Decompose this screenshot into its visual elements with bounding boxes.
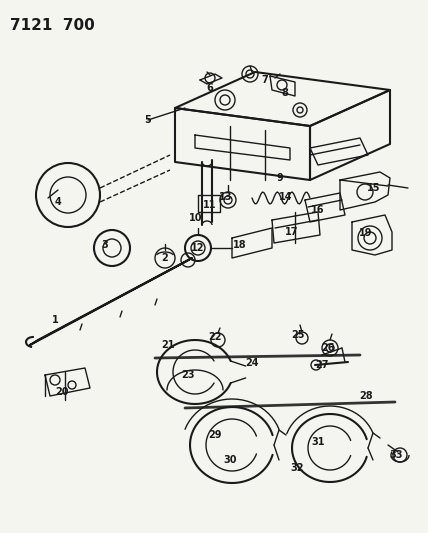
Text: 27: 27	[315, 360, 329, 370]
Text: 14: 14	[279, 192, 293, 202]
Text: 7: 7	[262, 75, 268, 85]
Text: 12: 12	[191, 243, 205, 253]
Text: 20: 20	[55, 387, 69, 397]
Polygon shape	[45, 368, 90, 396]
Text: 23: 23	[181, 370, 195, 380]
Text: 11: 11	[203, 200, 217, 210]
Text: 30: 30	[223, 455, 237, 465]
Polygon shape	[340, 172, 390, 210]
Text: 31: 31	[311, 437, 325, 447]
Polygon shape	[272, 212, 320, 243]
Text: 16: 16	[311, 205, 325, 215]
Text: 2: 2	[162, 253, 168, 263]
Text: 3: 3	[101, 240, 108, 250]
Polygon shape	[30, 258, 192, 345]
Text: 4: 4	[55, 197, 61, 207]
Text: 26: 26	[321, 343, 335, 353]
Polygon shape	[305, 193, 345, 222]
Polygon shape	[232, 228, 272, 258]
Text: 17: 17	[285, 227, 299, 237]
Text: 10: 10	[189, 213, 203, 223]
Polygon shape	[175, 72, 390, 126]
Text: 33: 33	[389, 450, 403, 460]
Polygon shape	[175, 108, 310, 180]
Polygon shape	[310, 138, 368, 165]
Text: 22: 22	[208, 332, 222, 342]
Text: 24: 24	[245, 358, 259, 368]
Text: 8: 8	[282, 88, 288, 98]
Polygon shape	[195, 135, 290, 160]
Text: 19: 19	[359, 228, 373, 238]
Text: 7121  700: 7121 700	[10, 18, 95, 33]
Text: 28: 28	[359, 391, 373, 401]
Text: 32: 32	[290, 463, 304, 473]
Text: 1: 1	[52, 315, 58, 325]
Text: 29: 29	[208, 430, 222, 440]
Text: 18: 18	[233, 240, 247, 250]
Text: 25: 25	[291, 330, 305, 340]
Text: 15: 15	[367, 183, 381, 193]
Polygon shape	[310, 90, 390, 180]
Text: 6: 6	[207, 83, 214, 93]
Text: 5: 5	[145, 115, 152, 125]
Text: 13: 13	[219, 192, 233, 202]
Text: 21: 21	[161, 340, 175, 350]
Polygon shape	[352, 215, 392, 255]
Text: 9: 9	[276, 173, 283, 183]
Polygon shape	[198, 195, 220, 212]
